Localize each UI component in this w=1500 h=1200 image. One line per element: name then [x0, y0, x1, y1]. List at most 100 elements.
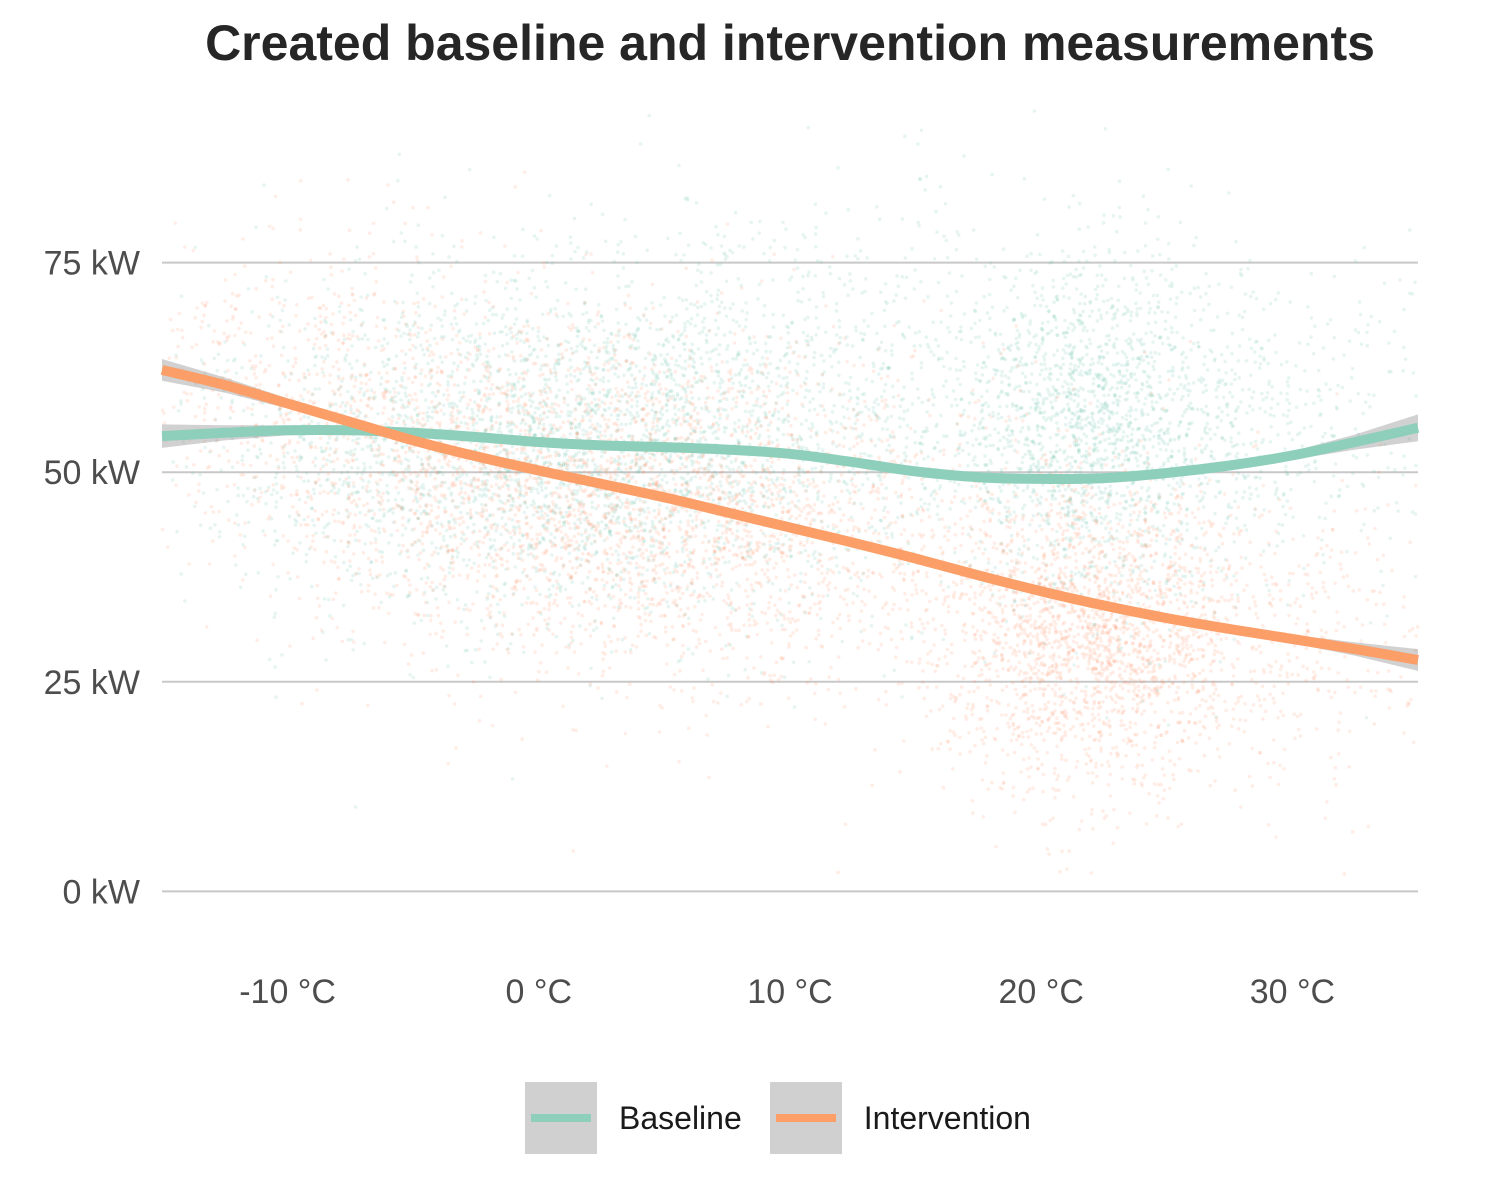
scatter-point	[624, 422, 628, 427]
scatter-point	[386, 341, 390, 346]
scatter-point	[761, 463, 765, 467]
scatter-point	[723, 560, 727, 565]
scatter-point	[552, 407, 556, 412]
scatter-point	[605, 388, 610, 393]
scatter-point	[508, 493, 512, 498]
scatter-point	[679, 456, 683, 460]
scatter-point	[926, 455, 930, 459]
scatter-point	[665, 408, 669, 413]
scatter-point	[351, 329, 355, 334]
scatter-point	[714, 369, 718, 374]
scatter-point	[506, 484, 511, 488]
scatter-point	[577, 603, 581, 607]
scatter-point	[602, 450, 607, 455]
scatter-point	[661, 344, 666, 348]
scatter-point	[903, 256, 908, 260]
scatter-point	[509, 477, 514, 482]
scatter-point	[1095, 273, 1100, 278]
scatter-point	[302, 438, 307, 442]
scatter-point	[507, 429, 512, 433]
scatter-point	[579, 557, 584, 562]
scatter-point	[1135, 427, 1140, 432]
scatter-point	[945, 294, 950, 299]
scatter-point	[1131, 568, 1135, 572]
scatter-point	[352, 411, 356, 416]
scatter-point	[934, 209, 938, 214]
scatter-point	[1084, 684, 1088, 689]
scatter-point	[1018, 268, 1022, 273]
scatter-point	[652, 577, 657, 581]
scatter-point	[404, 467, 408, 472]
scatter-point	[987, 292, 992, 297]
scatter-point	[803, 235, 807, 240]
scatter-point	[986, 404, 991, 409]
scatter-point	[716, 523, 721, 528]
scatter-point	[948, 507, 952, 511]
scatter-point	[761, 504, 766, 508]
scatter-point	[1035, 464, 1040, 469]
scatter-point	[1038, 372, 1042, 377]
scatter-point	[558, 482, 563, 487]
scatter-point	[1039, 326, 1044, 331]
scatter-point	[831, 526, 836, 531]
scatter-point	[1204, 291, 1208, 296]
scatter-point	[819, 616, 823, 621]
scatter-point	[1026, 443, 1030, 448]
scatter-point	[1066, 326, 1070, 331]
scatter-point	[691, 384, 695, 389]
scatter-point	[656, 438, 661, 442]
scatter-point	[919, 128, 924, 133]
scatter-point	[955, 377, 960, 381]
scatter-point	[768, 335, 773, 339]
scatter-point	[643, 356, 648, 361]
scatter-point	[913, 268, 917, 272]
scatter-point	[1072, 663, 1076, 667]
scatter-point	[1213, 432, 1217, 437]
scatter-point	[463, 381, 467, 386]
scatter-point	[544, 486, 548, 490]
scatter-point	[501, 510, 505, 514]
scatter-point	[1005, 305, 1009, 310]
scatter-point	[962, 365, 966, 369]
scatter-point	[1055, 443, 1059, 448]
scatter-point	[431, 284, 435, 289]
scatter-point	[437, 268, 441, 273]
scatter-point	[576, 329, 581, 333]
scatter-point	[400, 497, 405, 502]
scatter-point	[731, 543, 736, 548]
scatter-point	[449, 493, 453, 497]
scatter-point	[434, 484, 439, 489]
scatter-point	[851, 591, 856, 596]
scatter-point	[937, 356, 941, 361]
scatter-point	[761, 393, 766, 398]
scatter-point	[690, 342, 695, 347]
scatter-point	[1000, 453, 1004, 457]
scatter-point	[613, 372, 617, 376]
scatter-point	[1114, 516, 1119, 520]
scatter-point	[777, 417, 781, 421]
scatter-point	[578, 563, 583, 568]
scatter-point	[1026, 469, 1031, 474]
scatter-point	[513, 478, 518, 483]
scatter-point	[500, 343, 505, 348]
scatter-point	[1143, 396, 1148, 401]
scatter-point	[704, 486, 708, 490]
scatter-point	[717, 497, 722, 502]
scatter-point	[786, 419, 791, 424]
scatter-point	[795, 247, 800, 252]
scatter-point	[310, 584, 314, 589]
scatter-point	[787, 537, 792, 542]
scatter-point	[512, 278, 517, 283]
scatter-point	[974, 377, 979, 382]
scatter-point	[321, 630, 325, 635]
scatter-point	[1083, 423, 1088, 428]
scatter-point	[890, 353, 894, 357]
scatter-point	[616, 515, 621, 519]
scatter-point	[565, 390, 570, 395]
scatter-point	[660, 426, 665, 430]
scatter-point	[1112, 341, 1117, 346]
scatter-point	[999, 415, 1004, 420]
scatter-point	[616, 417, 620, 422]
scatter-point	[465, 626, 469, 630]
scatter-point	[599, 313, 604, 318]
